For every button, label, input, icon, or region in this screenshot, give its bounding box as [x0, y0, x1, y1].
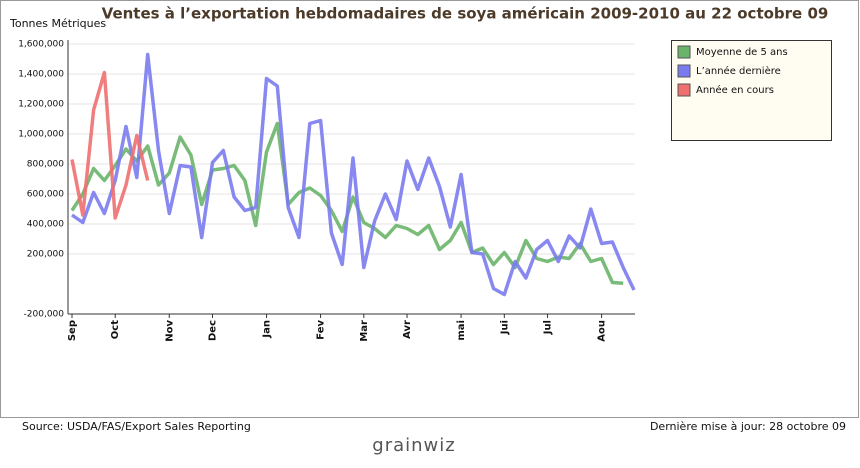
y-tick-label: 800,000 [27, 160, 64, 170]
x-tick-label: Sep [67, 320, 78, 341]
y-tick-label: 600,000 [27, 190, 64, 200]
legend-swatch [677, 45, 691, 59]
x-tick-label: Avr [402, 320, 413, 339]
y-tick-label: 400,000 [27, 220, 64, 230]
x-tick-label: Nov [164, 320, 175, 342]
x-tick-label: mai [456, 320, 467, 341]
x-tick-label: Mar [359, 320, 370, 342]
y-tick-label: 1,600,000 [18, 40, 64, 50]
y-tick-label: 1,200,000 [18, 100, 64, 110]
logo: grainwiz [372, 435, 455, 456]
y-tick-label: -200,000 [24, 310, 65, 320]
x-tick-label: Aou [597, 320, 608, 342]
x-tick-label: Oct [110, 320, 121, 339]
x-tick-label: Fev [316, 320, 327, 340]
chart-title: Ventes à l’exportation hebdomadaires de … [102, 5, 829, 23]
x-tick-label: Jul [543, 320, 554, 335]
legend-label: L’année dernière [696, 65, 781, 77]
y-tick-label: 1,400,000 [18, 70, 64, 80]
legend-label: Année en cours [696, 84, 774, 96]
source: Source: USDA/FAS/Export Sales Reporting [22, 420, 251, 433]
y-tick-label: 1,000,000 [18, 130, 64, 140]
x-tick-label: Jui [499, 320, 510, 335]
legend [671, 40, 832, 141]
legend-swatch [677, 64, 691, 78]
series-line [71, 52, 636, 297]
legend-swatch [677, 83, 691, 97]
legend-label: Moyenne de 5 ans [696, 47, 788, 58]
updated: Dernière mise à jour: 28 octobre 09 [650, 420, 846, 433]
y-axis-label: Tonnes Métriques [9, 17, 106, 30]
y-tick-label: 200,000 [27, 250, 64, 260]
series-line [70, 70, 150, 220]
x-tick-label: Dec [208, 320, 219, 341]
x-tick-label: Jan [262, 320, 273, 339]
